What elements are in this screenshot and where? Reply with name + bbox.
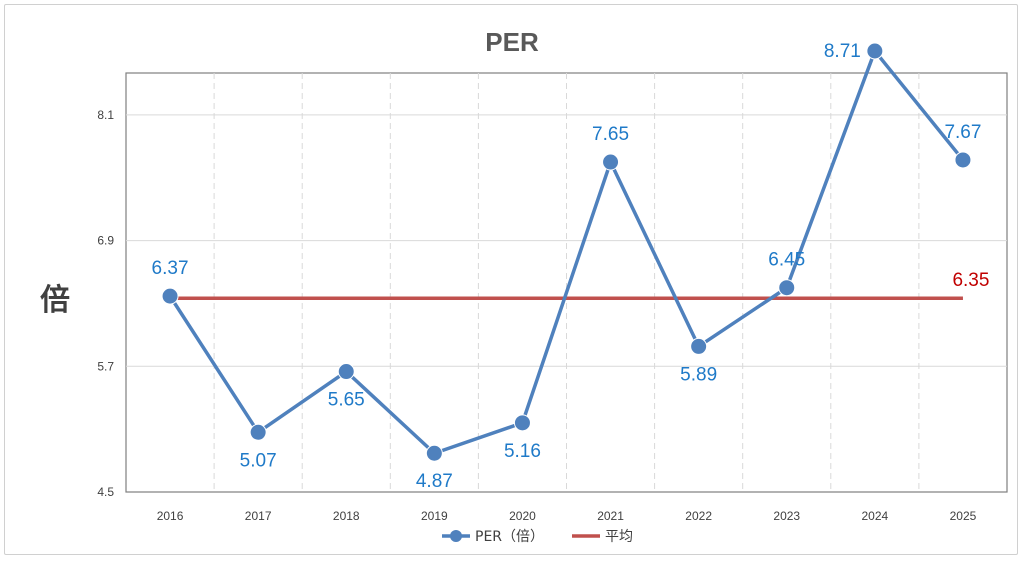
x-tick-label: 2020 [509,509,536,523]
per-data-point [249,423,267,441]
y-tick-label: 4.5 [97,485,114,499]
per-series-line [168,49,965,455]
x-tick-label: 2023 [773,509,800,523]
x-tick-label: 2016 [157,509,184,523]
x-tick-label: 2022 [685,509,712,523]
y-tick-label: 5.7 [97,359,114,373]
per-data-label: 5.65 [328,390,365,411]
per-data-label: 7.67 [944,122,981,143]
legend-per-marker [450,530,462,542]
per-data-label: 6.45 [768,250,805,271]
per-data-point [778,279,796,297]
per-data-label: 5.89 [680,364,717,385]
legend: PER（倍） 平均 [442,529,633,545]
y-axis-label: 倍 [40,283,70,318]
chart-frame: PER 倍 4.5 5.7 6.9 8.1 2016 2017 2018 2019 2020 20… [4,4,1018,555]
y-tick-label: 8.1 [97,108,114,122]
x-tick-label: 2019 [421,509,448,523]
x-tick-label: 2017 [245,509,272,523]
per-data-label: 5.16 [504,441,541,462]
chart-title: PER [485,27,539,57]
x-tick-label: 2018 [333,509,360,523]
per-data-label: 7.65 [592,124,629,145]
per-line-chart: PER 倍 4.5 5.7 6.9 8.1 2016 2017 2018 2019 2020 20… [40,27,1008,545]
y-tick-label: 6.9 [97,234,114,248]
per-data-point [602,153,620,171]
per-data-point [425,444,443,462]
per-data-point [690,337,708,355]
per-data-label: 8.71 [824,41,861,62]
per-data-point [866,42,884,60]
legend-per-label: PER（倍） [475,529,544,545]
average-value-label: 6.35 [952,270,989,291]
plot-area: 4.5 5.7 6.9 8.1 2016 2017 2018 2019 2020 2021 2022… [97,41,1008,523]
per-data-label: 4.87 [416,471,453,492]
per-data-point [954,151,972,169]
per-data-label: 6.37 [152,258,189,279]
per-data-label: 5.07 [240,450,277,471]
x-tick-label: 2024 [861,509,888,523]
per-data-point [161,287,179,305]
legend-average-label: 平均 [605,529,633,545]
x-tick-label: 2025 [950,509,977,523]
per-data-point [337,363,355,381]
per-data-point [513,414,531,432]
x-tick-label: 2021 [597,509,624,523]
